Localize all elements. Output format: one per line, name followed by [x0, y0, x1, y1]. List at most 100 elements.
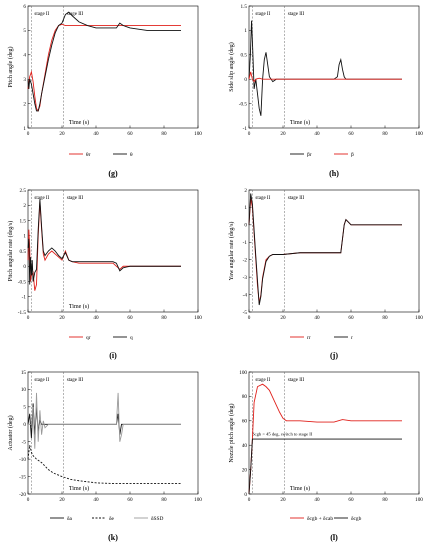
series-line-0 [248, 20, 402, 116]
x-tick-label: 80 [382, 497, 388, 503]
y-axis-label: Actuator (deg) [7, 415, 14, 450]
x-axis-label: Time (s) [290, 485, 310, 492]
y-tick-label: -0.5 [18, 279, 27, 285]
y-tick-label: -2 [243, 258, 248, 264]
y-tick-label: -0.5 [239, 101, 248, 107]
x-tick-label: 40 [314, 315, 320, 321]
legend-label: rr [307, 335, 311, 341]
legend-label: qr [86, 335, 91, 341]
series-line-1 [27, 445, 181, 484]
plot-frame [27, 5, 199, 129]
y-tick-label: 0 [23, 264, 26, 270]
x-tick-label: 20 [59, 315, 65, 321]
y-tick-label: 80 [242, 394, 248, 400]
panel-tag: (h) [329, 169, 339, 178]
y-tick-label: 2 [23, 101, 26, 107]
x-tick-label: 20 [59, 131, 65, 137]
x-tick-label: 100 [194, 131, 202, 137]
y-tick-label: -1 [243, 126, 248, 132]
x-tick-label: 100 [194, 315, 202, 321]
series-line-1 [248, 438, 402, 495]
legend-label: θr [86, 152, 91, 158]
x-tick-label: 100 [194, 497, 202, 503]
series-line-1 [248, 71, 402, 83]
series-line-1 [27, 199, 181, 285]
chart-panel-0: 0 20 40 60 80 100 1 2 3 4 5 6 Time (s) Pitch angle (d… [7, 4, 202, 178]
chart-panel-2: 0 20 40 60 80 100 -1.5 -1 -0.5 0 0.5 1 1.5 2 2.5 Time (… [7, 188, 202, 360]
y-tick-label: 1 [23, 126, 26, 132]
x-tick-label: 20 [59, 497, 65, 503]
stage-label: stage II [34, 12, 49, 17]
legend-label: δSSD [151, 516, 164, 522]
chart-panel-1: 0 20 40 60 80 100 -1 -0.5 0 0.5 1 1.5 Time (s) Side s… [228, 4, 423, 178]
y-tick-label: 6 [23, 4, 26, 10]
y-tick-label: 0.5 [241, 53, 248, 59]
x-tick-label: 40 [93, 315, 99, 321]
x-tick-label: 60 [127, 131, 133, 137]
plot-frame [248, 5, 420, 129]
y-tick-label: -5 [22, 440, 27, 446]
panel-tag: (j) [330, 351, 338, 360]
x-tick-label: 80 [161, 315, 167, 321]
x-tick-label: 40 [314, 131, 320, 137]
stage-label: stage II [34, 378, 49, 383]
x-tick-label: 40 [314, 497, 320, 503]
x-tick-label: 80 [382, 315, 388, 321]
plot-frame [248, 371, 420, 495]
panel-tag: (k) [108, 533, 118, 542]
stage-label: stage III [67, 196, 84, 201]
y-tick-label: -20 [19, 492, 26, 498]
legend-label: δa [67, 516, 73, 522]
y-tick-label: -4 [243, 292, 248, 298]
legend-label: θ [130, 152, 133, 158]
y-tick-label: 60 [242, 419, 248, 425]
stage-label: stage II [255, 12, 270, 17]
stage-label: stage III [67, 12, 84, 17]
x-tick-label: 20 [280, 315, 286, 321]
x-tick-label: 100 [415, 131, 423, 137]
x-tick-label: 60 [348, 131, 354, 137]
y-tick-label: 3 [23, 77, 26, 83]
series-line-0 [27, 23, 181, 112]
panel-tag: (l) [330, 533, 338, 542]
series-line-0 [248, 383, 402, 495]
y-tick-label: 5 [23, 28, 26, 34]
chart-panel-5: 0 20 40 60 80 100 0 20 40 60 80 100 Time (s) Nozzle p… [228, 370, 423, 542]
y-tick-label: -1 [22, 295, 27, 301]
series-line-0 [248, 198, 402, 304]
stage-label: stage II [34, 196, 49, 201]
x-tick-label: 0 [248, 315, 251, 321]
x-tick-label: 40 [93, 131, 99, 137]
x-tick-label: 0 [27, 131, 30, 137]
x-tick-label: 60 [127, 315, 133, 321]
x-axis-label: Time (s) [69, 485, 89, 492]
y-tick-label: 100 [239, 370, 247, 376]
y-tick-label: -15 [19, 474, 26, 480]
stage-label: stage III [288, 12, 305, 17]
y-tick-label: 1 [23, 234, 26, 240]
y-tick-label: 4 [23, 53, 26, 59]
y-tick-label: 2.5 [20, 188, 27, 194]
y-tick-label: 10 [21, 387, 27, 393]
panel-tag: (g) [108, 169, 118, 178]
y-tick-label: 0 [244, 223, 247, 229]
y-tick-label: 1.5 [20, 218, 27, 224]
x-axis-label: Time (s) [69, 119, 89, 126]
plot-frame [27, 371, 199, 495]
y-tick-label: 1 [244, 205, 247, 211]
y-tick-label: -3 [243, 275, 248, 281]
x-tick-label: 100 [415, 315, 423, 321]
series-line-0 [27, 202, 181, 291]
legend-label: r [351, 335, 353, 341]
series-line-0 [27, 403, 181, 439]
y-tick-label: 0 [244, 492, 247, 498]
stage-label: stage II [255, 196, 270, 201]
legend-label: βr [307, 152, 312, 158]
x-tick-label: 20 [280, 131, 286, 137]
y-axis-label: Pitch angular rate (deg/s) [7, 221, 14, 281]
stage-label: stage III [288, 196, 305, 201]
x-tick-label: 80 [161, 131, 167, 137]
y-tick-label: 1.5 [241, 4, 248, 10]
legend-label: δcgb [351, 516, 362, 522]
x-tick-label: 40 [93, 497, 99, 503]
